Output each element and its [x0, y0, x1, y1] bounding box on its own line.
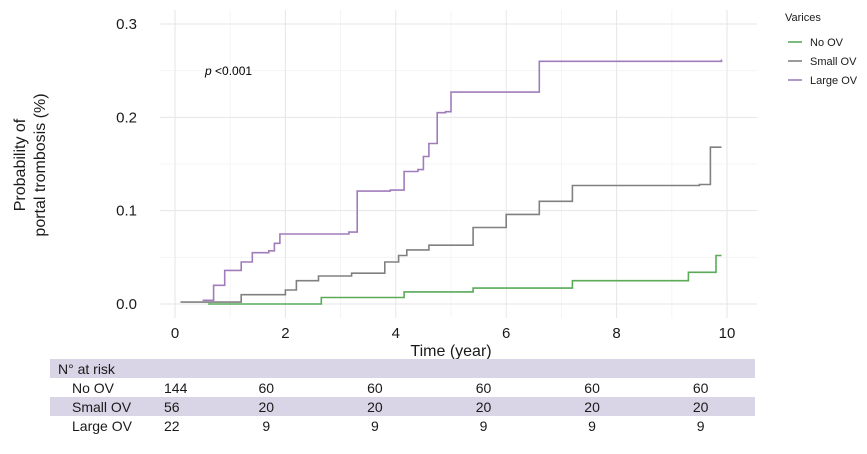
- legend-label: Large OV: [810, 75, 858, 87]
- risk-cell: 60: [537, 378, 647, 397]
- p-value-annotation: p <0.001: [204, 64, 252, 78]
- y-tick-label: 0.3: [116, 16, 137, 33]
- series-line-large-ov: [202, 59, 723, 302]
- x-tick-label: 8: [612, 325, 620, 342]
- risk-row-no-ov: No OV 144 60 60 60 60 60: [50, 378, 755, 397]
- risk-row-label: Large OV: [50, 416, 154, 435]
- legend-label: No OV: [810, 37, 844, 49]
- risk-cell: 9: [429, 416, 538, 435]
- series-line-no-ov: [208, 254, 722, 305]
- risk-cell: 56: [154, 397, 212, 416]
- risk-cell: 20: [537, 397, 647, 416]
- y-tick-label: 0.2: [116, 109, 137, 126]
- series-layer: [180, 59, 723, 305]
- risk-cell: 60: [212, 378, 321, 397]
- risk-cell: 22: [154, 416, 212, 435]
- y-tick-label: 0.0: [116, 296, 137, 313]
- risk-cell: 60: [320, 378, 430, 397]
- x-tick-label: 10: [719, 325, 736, 342]
- risk-cell: 9: [320, 416, 430, 435]
- legend: Varices No OV Small OV Large OV: [785, 12, 858, 87]
- y-axis-label-line-1: Probability of: [12, 118, 29, 211]
- y-tick-label: 0.1: [116, 203, 137, 220]
- risk-cell: 60: [646, 378, 755, 397]
- y-axis-label-line-2: portal trombosis (%): [32, 93, 49, 236]
- risk-cell: 20: [212, 397, 321, 416]
- risk-table-title: N° at risk: [50, 359, 755, 378]
- risk-row-label: No OV: [50, 378, 154, 397]
- risk-row-small-ov: Small OV 56 20 20 20 20 20: [50, 397, 755, 416]
- km-chart: 0 2 4 6 8 10 0.0 0.1 0.2 0.3 p <0.001 Time (year)…: [12, 10, 858, 360]
- legend-title: Varices: [785, 12, 821, 24]
- x-tick-label: 6: [502, 325, 510, 342]
- risk-cell: 20: [646, 397, 755, 416]
- risk-row-label: Small OV: [50, 397, 154, 416]
- grid: [160, 10, 757, 318]
- risk-cell: 20: [320, 397, 430, 416]
- legend-label: Small OV: [810, 56, 857, 68]
- risk-row-large-ov: Large OV 22 9 9 9 9 9: [50, 416, 755, 435]
- risk-table-header: N° at risk: [50, 359, 755, 378]
- x-tick-label: 2: [281, 325, 289, 342]
- risk-cell: 144: [154, 378, 212, 397]
- risk-cell: 9: [537, 416, 647, 435]
- tick-labels: 0 2 4 6 8 10 0.0 0.1 0.2 0.3: [116, 16, 735, 342]
- x-tick-label: 0: [171, 325, 179, 342]
- x-tick-label: 4: [392, 325, 400, 342]
- y-axis-label: Probability of portal trombosis (%): [12, 93, 49, 236]
- risk-table: N° at risk No OV 144 60 60 60 60 60 Smal…: [50, 359, 755, 435]
- risk-cell: 9: [646, 416, 755, 435]
- risk-cell: 60: [429, 378, 538, 397]
- risk-cell: 9: [212, 416, 321, 435]
- risk-cell: 20: [429, 397, 538, 416]
- series-line-small-ov: [180, 146, 722, 303]
- x-axis-label: Time (year): [410, 343, 491, 360]
